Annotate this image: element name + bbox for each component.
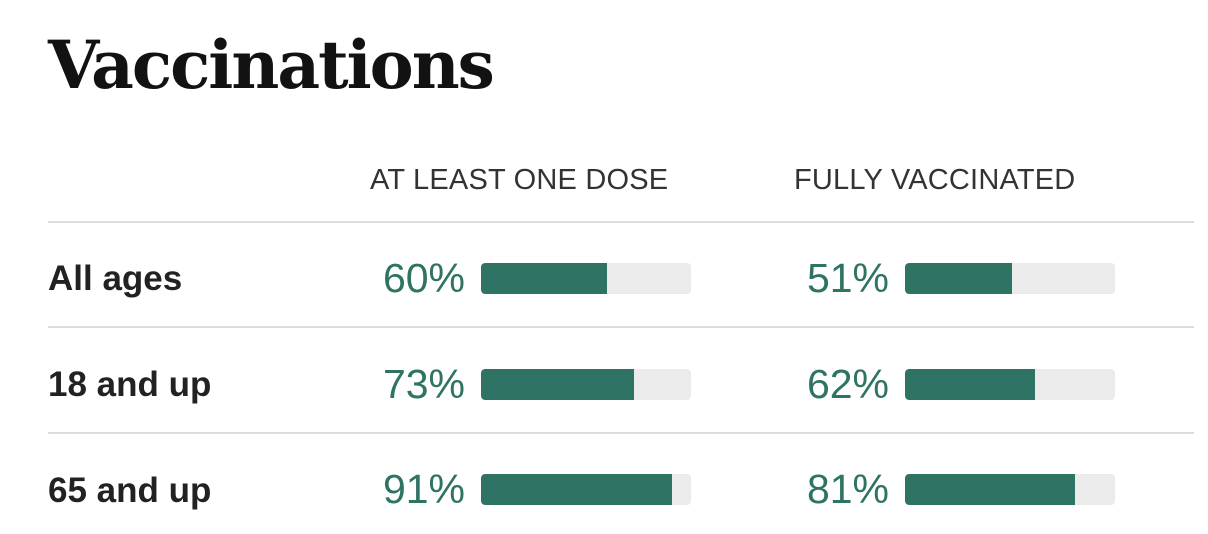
bar-track-65-and-up-fully [905, 474, 1115, 505]
column-header-fully-vaccinated: FULLY VACCINATED [794, 164, 1076, 196]
bar-track-all-ages-one-dose [481, 263, 691, 294]
bar-all-ages-fully [905, 263, 1012, 294]
row-label-18-and-up: 18 and up [48, 365, 212, 404]
header-divider [48, 221, 1194, 223]
data-label-all-ages-one-dose: 60% [382, 255, 465, 301]
bar-track-18-and-up-one-dose [481, 369, 691, 400]
data-label-65-and-up-one-dose: 91% [382, 466, 465, 512]
bar-track-18-and-up-fully [905, 369, 1115, 400]
bar-65-and-up-fully [905, 474, 1075, 505]
bar-track-65-and-up-one-dose [481, 474, 691, 505]
row-divider [48, 432, 1194, 434]
row-label-all-ages: All ages [48, 259, 183, 298]
row-label-65-and-up: 65 and up [48, 471, 212, 510]
data-label-18-and-up-fully: 62% [806, 361, 889, 407]
chart-title: Vaccinations [48, 26, 495, 104]
data-label-all-ages-fully: 51% [806, 255, 889, 301]
bar-all-ages-one-dose [481, 263, 607, 294]
row-divider [48, 326, 1194, 328]
bar-18-and-up-one-dose [481, 369, 634, 400]
data-label-65-and-up-fully: 81% [806, 466, 889, 512]
data-label-18-and-up-one-dose: 73% [382, 361, 465, 407]
bar-18-and-up-fully [905, 369, 1035, 400]
bar-track-all-ages-fully [905, 263, 1115, 294]
column-header-at-least-one-dose: AT LEAST ONE DOSE [370, 164, 669, 196]
bar-65-and-up-one-dose [481, 474, 672, 505]
